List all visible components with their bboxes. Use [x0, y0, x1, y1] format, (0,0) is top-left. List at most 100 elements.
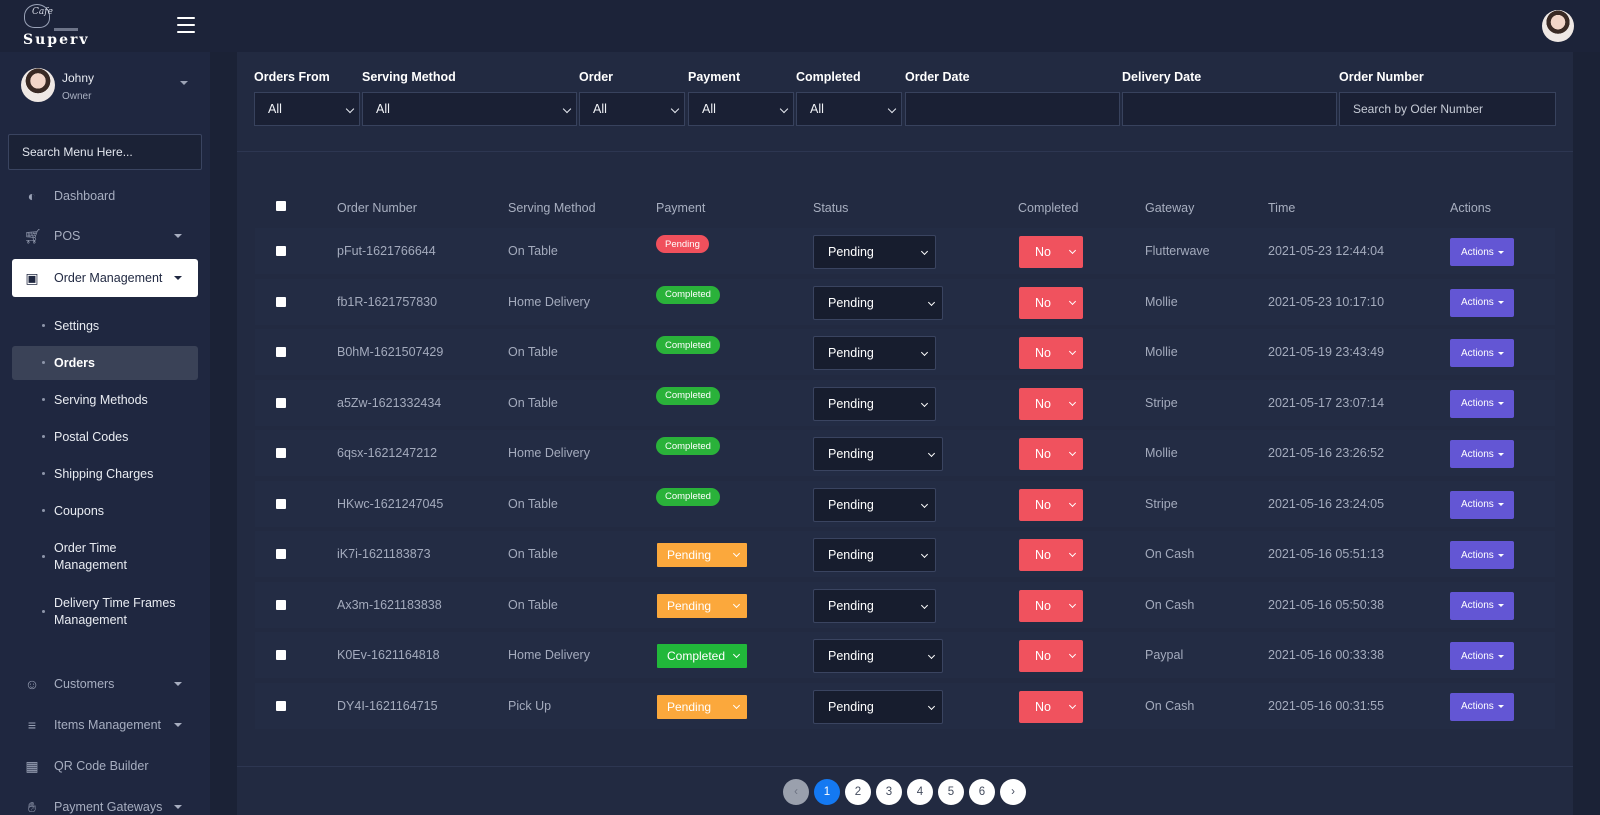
- order-number-cell[interactable]: 6qsx-1621247212: [337, 446, 438, 460]
- payment-status-select[interactable]: Pending: [657, 543, 747, 567]
- row-checkbox[interactable]: [276, 448, 286, 458]
- row-checkbox[interactable]: [276, 498, 286, 509]
- row-checkbox[interactable]: [276, 246, 286, 256]
- row-checkbox[interactable]: [276, 650, 286, 660]
- pagination-page[interactable]: 1: [814, 779, 840, 805]
- completed-select[interactable]: No: [1019, 387, 1083, 420]
- order-number-search-input[interactable]: Search by Oder Number: [1339, 92, 1556, 126]
- row-checkbox[interactable]: [276, 599, 286, 610]
- orders-from-select[interactable]: All: [254, 92, 360, 126]
- actions-button[interactable]: Actions: [1450, 238, 1514, 266]
- actions-button[interactable]: Actions: [1450, 591, 1514, 620]
- sidebar-subitem-settings[interactable]: Settings: [12, 309, 198, 343]
- order-status-select[interactable]: Pending: [813, 639, 943, 673]
- actions-button[interactable]: Actions: [1450, 339, 1514, 367]
- col-status[interactable]: Status: [813, 201, 849, 215]
- sidebar-item-customers[interactable]: ☺ Customers: [0, 666, 210, 702]
- sidebar-item-payment-gateways[interactable]: ✋︎ Payment Gateways: [0, 789, 210, 815]
- payment-status-select[interactable]: Pending: [657, 593, 747, 618]
- menu-search-input[interactable]: [8, 134, 202, 170]
- order-select[interactable]: All: [579, 92, 685, 126]
- payment-status-select[interactable]: Completed: [657, 644, 747, 668]
- completed-select[interactable]: No: [1019, 640, 1083, 672]
- sidebar-item-items-management[interactable]: ≡ Items Management: [0, 707, 210, 743]
- pagination-next[interactable]: ›: [1000, 779, 1026, 805]
- order-number-cell[interactable]: pFut-1621766644: [337, 244, 436, 258]
- col-gateway[interactable]: Gateway: [1145, 201, 1195, 215]
- payment-status-select[interactable]: Pending: [657, 694, 747, 719]
- completed-select[interactable]: No: [1019, 337, 1083, 369]
- col-payment[interactable]: Payment: [656, 201, 706, 215]
- actions-button[interactable]: Actions: [1450, 541, 1514, 569]
- order-number-cell[interactable]: K0Ev-1621164818: [337, 648, 440, 662]
- col-time[interactable]: Time: [1268, 201, 1296, 215]
- sidebar-item-pos[interactable]: 🛒︎ POS: [0, 218, 210, 254]
- completed-select[interactable]: No: [1019, 539, 1083, 571]
- completed-select[interactable]: No: [1019, 589, 1083, 622]
- col-completed[interactable]: Completed: [1018, 201, 1079, 215]
- order-status-select[interactable]: Pending: [813, 336, 936, 370]
- row-checkbox[interactable]: [276, 397, 286, 408]
- row-checkbox[interactable]: [276, 347, 286, 357]
- sidebar-subitem-order-time-management[interactable]: Order Time Management: [12, 531, 198, 575]
- completed-select[interactable]: All: [796, 92, 902, 126]
- pagination-page[interactable]: 2: [845, 779, 871, 805]
- order-status-select[interactable]: Pending: [813, 235, 936, 269]
- sidebar-subitem-shipping-charges[interactable]: Shipping Charges: [12, 457, 198, 491]
- chevron-down-icon[interactable]: [180, 81, 188, 85]
- pagination-page[interactable]: 4: [907, 779, 933, 805]
- sidebar-item-qr-code-builder[interactable]: ▦ QR Code Builder: [0, 748, 210, 784]
- user-profile[interactable]: Johny Owner: [0, 52, 210, 120]
- avatar[interactable]: [1542, 10, 1574, 42]
- order-status-select[interactable]: Pending: [813, 285, 943, 320]
- order-number-cell[interactable]: HKwc-1621247045: [337, 496, 444, 511]
- actions-button[interactable]: Actions: [1450, 288, 1514, 317]
- select-all-checkbox[interactable]: [276, 201, 286, 211]
- order-status-select[interactable]: Pending: [813, 588, 936, 623]
- order-number-cell[interactable]: iK7i-1621183873: [337, 547, 431, 561]
- order-status-select[interactable]: Pending: [813, 689, 943, 724]
- sidebar-item-order-management[interactable]: ▣ Order Management: [12, 259, 198, 297]
- sidebar-subitem-serving-methods[interactable]: Serving Methods: [12, 383, 198, 417]
- order-number-cell[interactable]: fb1R-1621757830: [337, 294, 438, 309]
- row-checkbox[interactable]: [276, 700, 286, 711]
- actions-button[interactable]: Actions: [1450, 642, 1514, 670]
- actions-button[interactable]: Actions: [1450, 440, 1514, 468]
- actions-button[interactable]: Actions: [1450, 692, 1514, 721]
- actions-button[interactable]: Actions: [1450, 490, 1514, 519]
- order-status-select[interactable]: Pending: [813, 487, 936, 522]
- sidebar-subitem-orders[interactable]: Orders: [12, 346, 198, 380]
- order-number-cell[interactable]: a5Zw-1621332434: [337, 395, 442, 410]
- pagination-page[interactable]: 5: [938, 779, 964, 805]
- completed-select[interactable]: No: [1019, 438, 1083, 470]
- sidebar-subitem-coupons[interactable]: Coupons: [12, 494, 198, 528]
- order-number-cell[interactable]: B0hM-1621507429: [337, 345, 444, 359]
- delivery-date-input[interactable]: [1122, 92, 1337, 126]
- sidebar-subitem-postal-codes[interactable]: Postal Codes: [12, 420, 198, 454]
- pagination-page[interactable]: 6: [969, 779, 995, 805]
- pagination-page[interactable]: 3: [876, 779, 902, 805]
- order-status-select[interactable]: Pending: [813, 386, 936, 421]
- col-serving-method[interactable]: Serving Method: [508, 201, 596, 215]
- brand-logo[interactable]: Cafe Superv: [20, 4, 88, 48]
- completed-select[interactable]: No: [1019, 488, 1083, 521]
- serving-method-select[interactable]: All: [362, 92, 577, 126]
- order-number-cell[interactable]: DY4I-1621164715: [337, 698, 438, 713]
- row-checkbox[interactable]: [276, 296, 286, 307]
- actions-button[interactable]: Actions: [1450, 389, 1514, 418]
- order-status-select[interactable]: Pending: [813, 437, 943, 471]
- order-number-cell[interactable]: Ax3m-1621183838: [337, 597, 442, 612]
- sidebar-item-dashboard[interactable]: ◐ Dashboard: [0, 178, 210, 214]
- completed-select[interactable]: No: [1019, 286, 1083, 319]
- order-status-select[interactable]: Pending: [813, 538, 936, 572]
- col-order-number[interactable]: Order Number: [337, 201, 417, 215]
- pagination-prev[interactable]: ‹: [783, 779, 809, 805]
- completed-select[interactable]: No: [1019, 236, 1083, 268]
- bullet-icon: [42, 555, 45, 558]
- payment-select[interactable]: All: [688, 92, 794, 126]
- completed-select[interactable]: No: [1019, 690, 1083, 723]
- row-checkbox[interactable]: [276, 549, 286, 559]
- sidebar-subitem-delivery-time-frames[interactable]: Delivery Time Frames Management: [12, 586, 198, 630]
- hamburger-menu-icon[interactable]: [177, 17, 195, 33]
- order-date-input[interactable]: [905, 92, 1120, 126]
